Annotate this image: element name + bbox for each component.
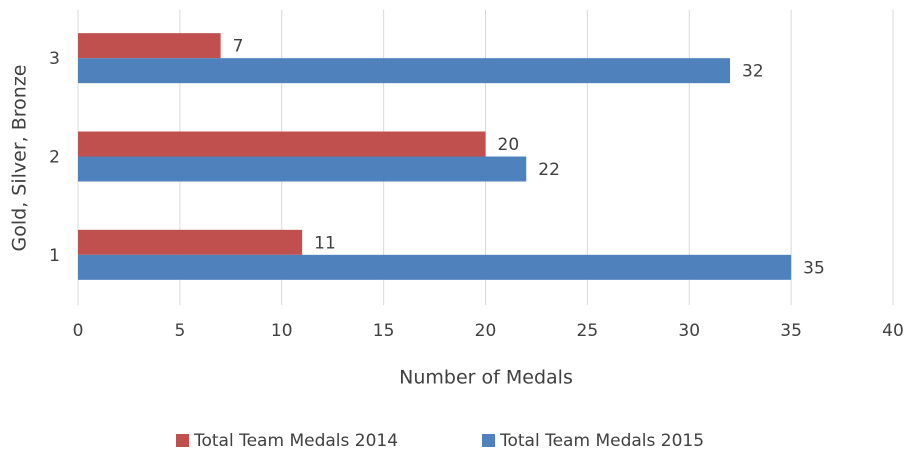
- legend-label: Total Team Medals 2014: [193, 431, 398, 451]
- x-tick-label: 10: [271, 321, 293, 341]
- data-label: 32: [742, 62, 764, 82]
- y-tick-label: 1: [49, 246, 60, 266]
- bar: [78, 254, 792, 280]
- y-tick-label: 2: [49, 148, 60, 168]
- y-axis-label: Gold, Silver, Bronze: [9, 65, 31, 252]
- data-label: 7: [233, 37, 244, 57]
- legend-swatch: [482, 434, 495, 447]
- x-tick-label: 5: [174, 321, 185, 341]
- data-label: 20: [498, 135, 520, 155]
- bar: [78, 156, 527, 182]
- legend-label: Total Team Medals 2015: [499, 431, 704, 451]
- x-tick-label: 30: [678, 321, 700, 341]
- data-label: 22: [538, 160, 560, 180]
- bar: [78, 58, 730, 84]
- data-label: 11: [314, 233, 336, 253]
- x-axis-label: Number of Medals: [399, 367, 573, 389]
- x-tick-label: 40: [882, 321, 904, 341]
- x-tick-label: 25: [577, 321, 599, 341]
- bar: [78, 229, 303, 255]
- bar: [78, 131, 486, 157]
- x-tick-label: 35: [780, 321, 802, 341]
- x-tick-label: 0: [73, 321, 84, 341]
- x-tick-label: 15: [373, 321, 395, 341]
- x-tick-label: 20: [475, 321, 497, 341]
- y-tick-label: 3: [49, 49, 60, 69]
- data-label: 35: [803, 258, 825, 278]
- bar: [78, 33, 221, 59]
- legend-swatch: [176, 434, 189, 447]
